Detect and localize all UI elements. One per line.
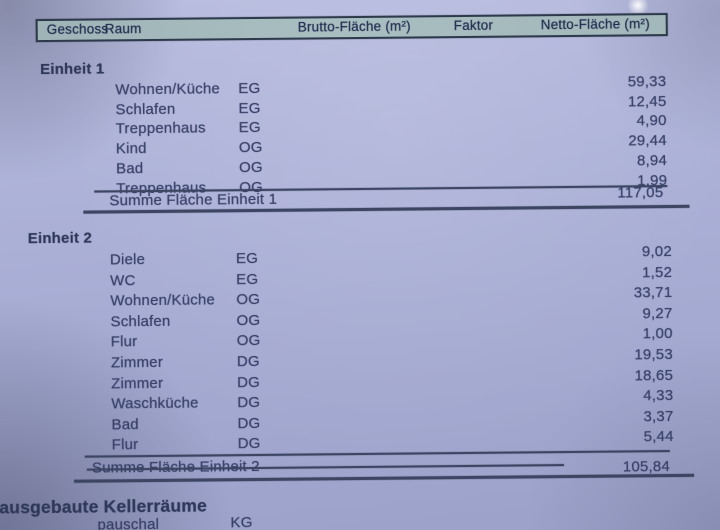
cell-raum: Schlafen (115, 100, 176, 119)
col-header-netto-flaeche: Netto-Fläche (m²) (540, 16, 650, 33)
cell-raum: Schlafen (110, 312, 171, 331)
partial-row-geschoss: KG (230, 514, 253, 530)
cell-geschoss: OG (238, 158, 263, 176)
cell-geschoss: OG (236, 311, 261, 329)
cell-netto-flaeche: 3,37 (643, 407, 674, 426)
cell-netto-flaeche: 5,44 (643, 428, 674, 446)
cell-raum: Flur (110, 333, 138, 351)
cell-netto-flaeche: 4,33 (643, 387, 674, 405)
cell-raum: Bad (115, 159, 144, 178)
cell-geschoss: DG (237, 394, 261, 412)
cell-raum: Waschküche (111, 394, 199, 413)
summe-value-einheit-1: 117,05 (617, 184, 664, 202)
cell-netto-flaeche: 1,00 (642, 325, 673, 343)
col-header-brutto-flaeche: Brutto-Fläche (m²) (297, 18, 411, 35)
cell-raum: Kind (115, 140, 147, 158)
cell-geschoss: EG (238, 79, 261, 98)
cell-raum: Wohnen/Küche (115, 80, 221, 99)
cell-geschoss: OG (236, 332, 261, 350)
cell-netto-flaeche: 19,53 (634, 346, 673, 364)
cell-raum: Diele (109, 251, 146, 269)
cell-netto-flaeche: 8,94 (636, 151, 668, 170)
col-header-raum: Raum (104, 21, 142, 37)
cell-geschoss: EG (236, 270, 259, 288)
cell-geschoss: EG (235, 249, 259, 268)
section-einheit-2: Diele EG 9,02 WC EG 1,52 Wohnen/Küche OG 33,71 Sc… (0, 0, 717, 454)
cell-raum: Bad (111, 415, 139, 434)
summe-value-einheit-2: 105,84 (622, 458, 671, 476)
col-header-geschoss: Geschoss (46, 21, 109, 37)
cell-netto-flaeche: 9,27 (642, 304, 673, 323)
partial-row-raum: pauschal (97, 515, 160, 530)
section-einheit-1: Wohnen/Küche EG 59,33 Schlafen EG 12,45 Treppe… (0, 0, 717, 197)
cell-geschoss: EG (238, 119, 261, 137)
section-title-einheit-2: Einheit 2 (27, 229, 93, 248)
cell-netto-flaeche: 4,90 (636, 112, 667, 130)
cell-geschoss: EG (238, 99, 261, 117)
cell-raum: Treppenhaus (115, 119, 206, 138)
cell-netto-flaeche: 59,33 (627, 73, 667, 91)
cell-geschoss: OG (236, 291, 261, 309)
cell-raum: Wohnen/Küche (110, 291, 216, 310)
col-header-faktor: Faktor (453, 17, 494, 34)
cell-raum: Flur (111, 436, 139, 454)
cell-netto-flaeche: 18,65 (634, 366, 674, 384)
cell-raum: WC (110, 271, 136, 289)
cell-netto-flaeche: 9,02 (641, 243, 672, 261)
cell-geschoss: DG (237, 414, 261, 432)
cell-netto-flaeche: 29,44 (628, 132, 667, 150)
section-title-einheit-1: Einheit 1 (40, 60, 105, 79)
cell-geschoss: DG (236, 352, 260, 371)
cell-raum: Zimmer (111, 374, 164, 392)
cell-netto-flaeche: 1,52 (642, 263, 673, 281)
cell-geschoss: OG (238, 139, 263, 157)
cell-geschoss: DG (237, 373, 261, 391)
cell-netto-flaeche: 12,45 (627, 92, 667, 111)
cell-geschoss: DG (237, 435, 261, 453)
table-header-row: Geschoss Raum Brutto-Fläche (m²) Faktor … (35, 13, 668, 43)
footer-title-kellerraeume: ausgebaute Kellerräume (0, 495, 208, 518)
cell-raum: Zimmer (110, 353, 164, 372)
cell-netto-flaeche: 33,71 (633, 284, 673, 302)
summe-label-einheit-1: Summe Fläche Einheit 1 (109, 190, 278, 210)
